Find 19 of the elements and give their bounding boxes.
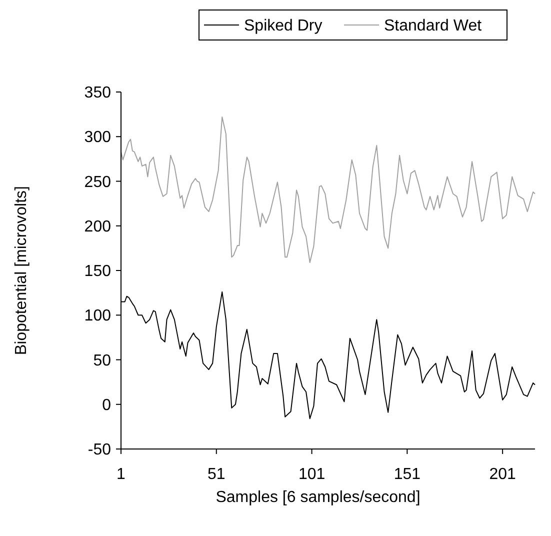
- y-tick-label: 250: [84, 174, 112, 191]
- y-tick-label: 150: [84, 263, 112, 280]
- x-tick-label: 1: [116, 466, 126, 483]
- y-tick-label: 50: [93, 352, 112, 370]
- x-axis-title: Samples [6 samples/second]: [216, 489, 420, 506]
- legend-label: Standard Wet: [384, 18, 482, 35]
- y-tick-label: -50: [88, 442, 112, 459]
- y-tick-label: 200: [84, 218, 112, 236]
- x-tick-label: 51: [207, 466, 226, 483]
- y-tick-label: 300: [84, 129, 112, 146]
- x-tick-label: 201: [489, 466, 516, 483]
- x-tick-label: 101: [298, 466, 326, 483]
- x-tick-label: 151: [394, 466, 421, 483]
- y-axis-title: Biopotential [microvolts]: [13, 186, 30, 355]
- y-tick-label: 0: [102, 396, 112, 414]
- line-series: [120, 116, 536, 263]
- y-tick-label: 100: [84, 308, 112, 325]
- y-tick-label: 350: [84, 84, 112, 102]
- legend-label: Spiked Dry: [244, 18, 322, 35]
